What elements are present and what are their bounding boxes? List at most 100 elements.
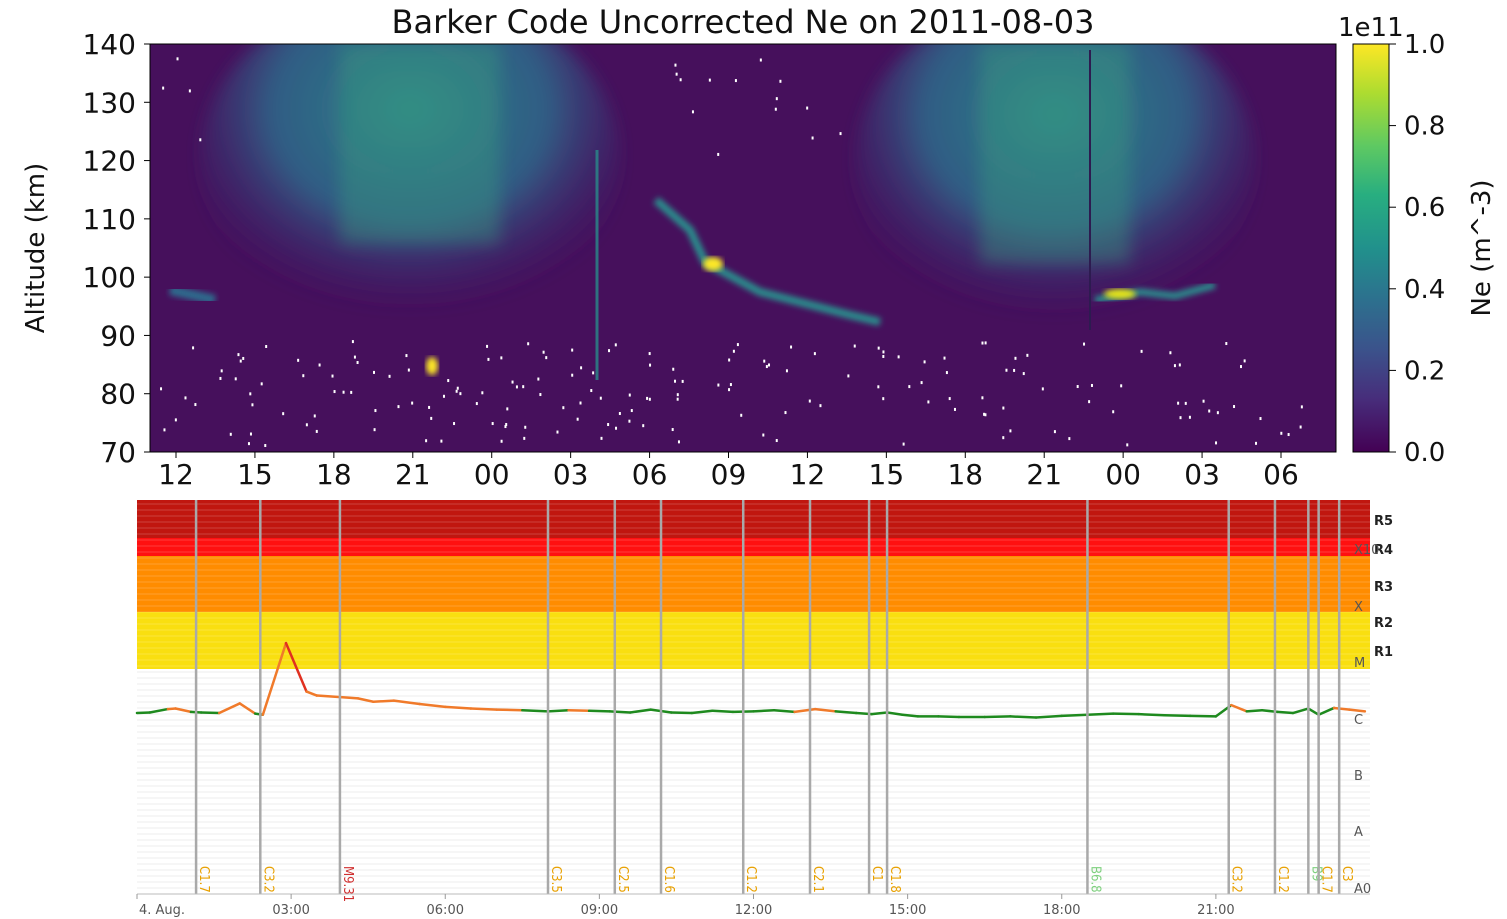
- x-tick-label: 18: [316, 458, 352, 491]
- flux-segment: [772, 708, 796, 714]
- noise-dot: [315, 429, 318, 433]
- noise-dot: [819, 404, 822, 408]
- noise-dot: [556, 430, 559, 434]
- noise-dot: [1053, 430, 1056, 434]
- flare-event-label: C1.6: [661, 866, 676, 893]
- noise-dot: [679, 78, 682, 82]
- noise-dot: [350, 390, 353, 394]
- flare-x-tick-label: 03:00: [272, 903, 309, 918]
- noise-dot: [648, 397, 651, 401]
- noise-dot: [729, 383, 732, 387]
- flux-segment: [148, 707, 170, 714]
- noise-dot: [953, 407, 956, 411]
- noise-dot: [453, 422, 456, 426]
- noise-dot: [882, 397, 885, 401]
- noise-dot: [806, 106, 809, 110]
- noise-dot: [356, 361, 359, 365]
- x-tick-label: 09: [711, 458, 747, 491]
- flux-segment: [670, 711, 694, 715]
- noise-dots: [160, 57, 1303, 448]
- noise-dot: [407, 368, 410, 372]
- noise-dot: [775, 97, 778, 101]
- noise-dot: [590, 389, 593, 393]
- noise-dot: [486, 344, 489, 348]
- noise-dot: [353, 355, 356, 359]
- class-labels: X10 X M C B A A0: [1354, 543, 1379, 897]
- noise-dot: [1022, 372, 1025, 376]
- y-tick-label: 70: [100, 436, 136, 469]
- flux-segment: [752, 708, 776, 713]
- noise-dot: [373, 370, 376, 374]
- noise-dot: [302, 374, 305, 378]
- noise-dot: [902, 442, 905, 446]
- noise-dot: [318, 363, 321, 367]
- noise-dot: [983, 412, 986, 416]
- noise-dot: [1126, 443, 1129, 447]
- flux-segment: [587, 709, 611, 713]
- class-label: X: [1354, 600, 1363, 615]
- noise-dot: [545, 356, 548, 360]
- noise-dot: [984, 341, 987, 345]
- noise-dot: [1216, 411, 1219, 415]
- flux-segment: [1230, 703, 1248, 713]
- noise-dot: [1041, 387, 1044, 391]
- noise-dot: [808, 399, 811, 403]
- noise-dot: [1300, 405, 1303, 409]
- noise-dot: [768, 363, 771, 367]
- noise-dot: [1287, 433, 1290, 437]
- flux-segment: [495, 708, 524, 712]
- noise-dot: [981, 341, 984, 345]
- flux-segment: [372, 699, 396, 704]
- noise-dot: [220, 369, 223, 373]
- flare-event-label: C3.2: [260, 866, 275, 893]
- flux-segment: [418, 702, 447, 709]
- noise-dot: [736, 343, 739, 347]
- noise-dot: [411, 401, 414, 405]
- x-tick-label: 12: [790, 458, 826, 491]
- noise-dot: [305, 423, 308, 427]
- noise-dot: [1090, 383, 1093, 387]
- flux-segment: [199, 711, 221, 715]
- noise-dot: [648, 352, 651, 356]
- noise-dot: [425, 439, 428, 443]
- noise-dot: [813, 352, 816, 356]
- flare-event-label: C1.7: [196, 866, 211, 893]
- noise-dot: [1225, 342, 1228, 346]
- r-scale-bands: [137, 500, 1370, 669]
- noise-dot: [237, 353, 240, 357]
- flux-segment: [305, 690, 319, 697]
- heatmap-y-axis: 70 80 90 100 110 120 130 140: [83, 28, 150, 469]
- noise-dot: [759, 58, 762, 62]
- noise-dot: [239, 359, 242, 363]
- flare-event-label: C2.5: [615, 866, 630, 893]
- flux-segment: [813, 707, 837, 713]
- noise-dot: [1240, 365, 1243, 369]
- noise-dot: [1243, 359, 1246, 363]
- noise-dot: [562, 406, 565, 410]
- noise-dot: [522, 385, 525, 389]
- noise-dot: [1233, 405, 1236, 409]
- noise-dot: [734, 79, 737, 83]
- flux-segment: [356, 697, 375, 704]
- noise-dot: [282, 412, 285, 416]
- noise-dot: [351, 340, 354, 344]
- noise-dot: [923, 360, 926, 364]
- flux-segment: [1111, 712, 1141, 716]
- class-label: X10: [1354, 543, 1379, 558]
- x-tick-label: 21: [395, 458, 431, 491]
- noise-dot: [1002, 406, 1005, 410]
- flux-segment: [1188, 714, 1218, 718]
- noise-dot: [487, 357, 490, 361]
- noise-dot: [675, 72, 678, 76]
- noise-dot: [628, 393, 631, 397]
- y-tick-label: 100: [83, 261, 136, 294]
- class-label: A0: [1354, 882, 1371, 897]
- noise-dot: [649, 363, 652, 367]
- band-r3: [137, 556, 1370, 612]
- x-tick-label: 06: [1263, 458, 1299, 491]
- noise-dot: [728, 358, 731, 362]
- class-label: C: [1354, 713, 1363, 728]
- noise-dot: [1184, 401, 1187, 405]
- noise-dot: [981, 396, 984, 400]
